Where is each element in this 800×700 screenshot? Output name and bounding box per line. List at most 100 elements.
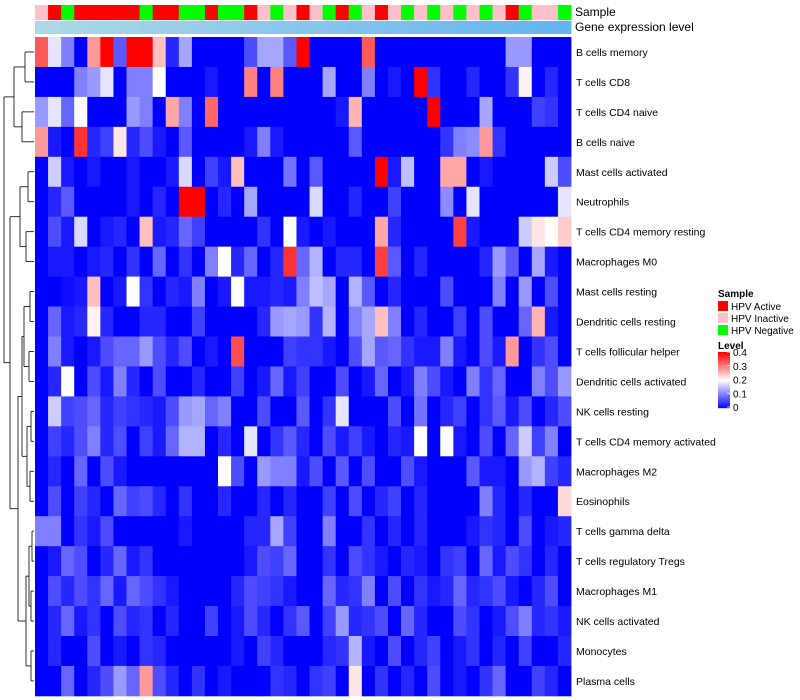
heatmap-cell (440, 516, 454, 547)
heatmap-cell (100, 186, 114, 218)
heatmap-cell (231, 216, 245, 248)
sample-annotation-cell (100, 5, 114, 20)
level-gradient-step (718, 407, 730, 409)
sample-annotation-cell (191, 5, 206, 20)
heatmap-cell (165, 456, 180, 487)
heatmap-cell (113, 216, 127, 248)
heatmap-cell (361, 606, 376, 637)
heatmap-cell (309, 516, 324, 547)
heatmap-cell (61, 336, 75, 367)
heatmap-cell (518, 366, 533, 397)
heatmap-cell (387, 186, 402, 218)
heatmap-cell (544, 186, 559, 218)
heatmap-cell (113, 336, 127, 367)
heatmap-cell (139, 246, 154, 277)
level-gradient-step (718, 380, 730, 382)
gene-expression-annotation-cell (165, 21, 180, 34)
heatmap-cell (231, 636, 245, 667)
heatmap-cell (244, 426, 258, 457)
heatmap-cell (479, 126, 493, 158)
level-gradient-step (718, 368, 730, 370)
heatmap-cell (204, 336, 219, 367)
heatmap-cell (204, 186, 219, 218)
heatmap-cell (479, 37, 493, 68)
heatmap-cell (322, 276, 337, 307)
level-gradient-step (718, 358, 730, 360)
heatmap-cell (35, 336, 49, 367)
heatmap-cell (152, 456, 167, 487)
heatmap-cell (322, 216, 337, 248)
heatmap-cell (335, 156, 350, 188)
level-gradient-step (718, 362, 730, 364)
row-labels: B cells memory T cells CD8 T cells CD4 nai… (576, 47, 716, 688)
heatmap-cell (35, 66, 49, 98)
heatmap-cell (466, 246, 480, 277)
heatmap-cell (231, 37, 245, 68)
heatmap-cell (335, 186, 350, 218)
heatmap-cell (492, 96, 507, 128)
sample-annotation-cell (348, 5, 363, 20)
heatmap-cell (139, 576, 154, 607)
heatmap-cell (414, 486, 428, 517)
heatmap-cell (87, 216, 101, 248)
heatmap-cell (178, 665, 193, 697)
level-gradient-step (718, 388, 730, 390)
heatmap-cell (48, 456, 62, 487)
heatmap-cell (48, 516, 62, 547)
heatmap-cell (283, 66, 297, 98)
heatmap-cell (453, 456, 467, 487)
heatmap-cell (257, 306, 271, 337)
heatmap-cell (361, 426, 376, 457)
heatmap-cell (335, 96, 350, 128)
gene-expression-annotation-cell (361, 21, 376, 34)
heatmap-cell (87, 426, 101, 457)
heatmap-cell (35, 366, 49, 397)
heatmap-cell (126, 246, 140, 277)
gene-expression-annotation-cell (479, 21, 493, 34)
heatmap-cell (244, 516, 258, 547)
row-label: Dendritic cells activated (576, 376, 686, 388)
heatmap-cell (401, 37, 415, 68)
heatmap-cell (178, 546, 193, 577)
heatmap-cell (361, 156, 376, 188)
heatmap-cell (191, 246, 206, 277)
level-gradient-step (718, 371, 730, 373)
row-label: B cells memory (576, 47, 649, 59)
heatmap-cell (544, 156, 559, 188)
heatmap-cell (531, 37, 546, 68)
heatmap-cell (479, 636, 493, 667)
heatmap-cell (335, 246, 350, 277)
heatmap-cell (204, 606, 219, 637)
heatmap-cell (401, 66, 415, 98)
sample-annotation-cell (87, 5, 101, 20)
heatmap-cell (61, 96, 75, 128)
heatmap-cell (87, 456, 101, 487)
gene-expression-annotation-cell (178, 21, 193, 34)
heatmap-cell (165, 606, 180, 637)
heatmap-cell (309, 96, 324, 128)
heatmap-cell (531, 546, 546, 577)
heatmap-cell (374, 576, 389, 607)
heatmap-cell (374, 546, 389, 577)
heatmap-cell (152, 216, 167, 248)
row-label: Eosinophils (576, 496, 630, 508)
heatmap-cell (74, 636, 88, 667)
heatmap-cell (270, 156, 284, 188)
sample-annotation-cell (440, 5, 454, 20)
heatmap-cell (296, 96, 310, 128)
sample-annotation-cell (126, 5, 140, 20)
heatmap-cell (335, 606, 350, 637)
row-label: T cells CD4 memory activated (576, 436, 716, 448)
heatmap-cell (126, 665, 140, 697)
heatmap-cell (100, 156, 114, 188)
heatmap-cell (74, 516, 88, 547)
heatmap-cell (531, 396, 546, 427)
heatmap-cell (414, 516, 428, 547)
heatmap-cell (74, 246, 88, 277)
heatmap-cell (361, 516, 376, 547)
heatmap-cell (414, 246, 428, 277)
heatmap-cell (414, 156, 428, 188)
heatmap-cell (244, 246, 258, 277)
sample-annotation-cell (414, 5, 428, 20)
sample-annotation-cell (518, 5, 533, 20)
